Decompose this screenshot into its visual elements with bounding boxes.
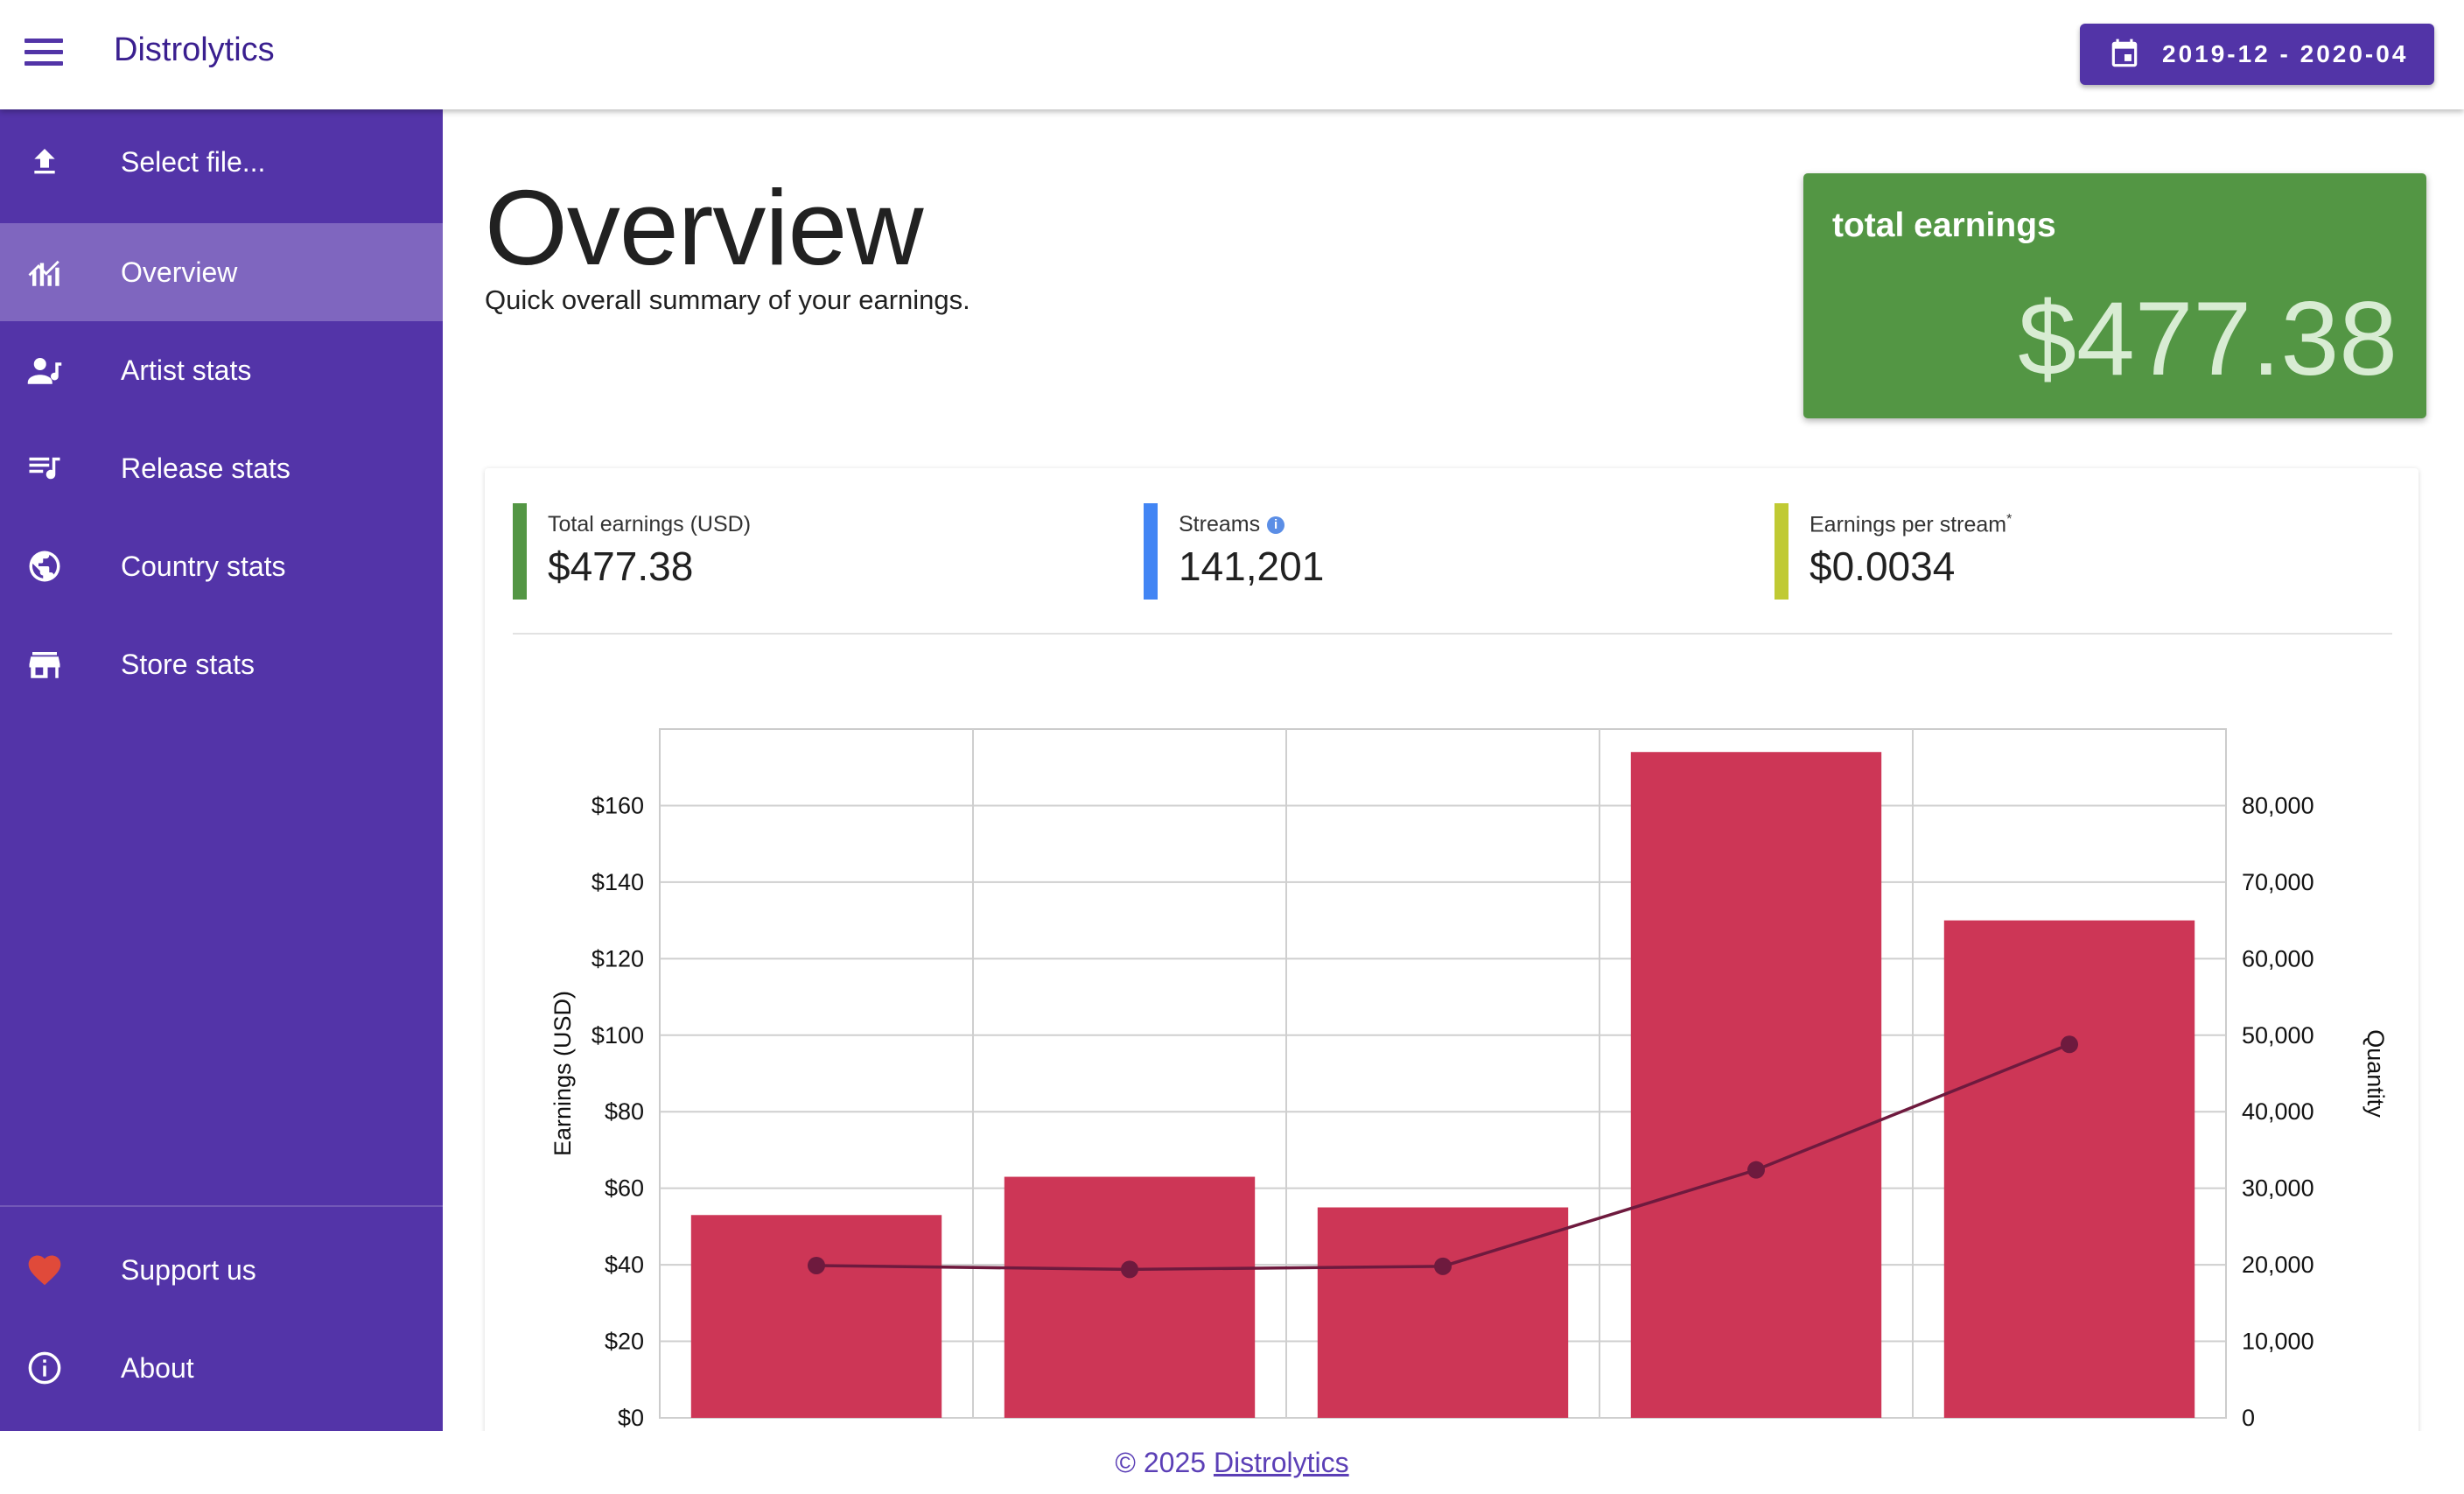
y-tick-label: $140 — [592, 869, 644, 895]
y2-tick-label: 30,000 — [2242, 1175, 2314, 1202]
sidebar-item-label: About — [121, 1351, 194, 1384]
y2-tick-label: 50,000 — [2242, 1022, 2314, 1049]
y-tick-label: $40 — [605, 1252, 644, 1278]
chart-bar — [690, 1215, 942, 1418]
stat-label-row: Streams i — [1179, 512, 1285, 537]
earnings-chart: $0 $20 $40 $60 $80 $100 $120 $140 $160 0 10,000 20,… — [550, 728, 2389, 1431]
chart-icon — [24, 252, 65, 292]
chart-bar — [1004, 1176, 1256, 1418]
y-tick-label: $100 — [592, 1022, 644, 1049]
stat-value: $477.38 — [548, 544, 694, 589]
playlist-icon — [24, 448, 65, 488]
sidebar-item-label: Overview — [121, 256, 238, 288]
stats-card: Total earnings (USD) $477.38 Streams i 14… — [485, 468, 2418, 1431]
y-tick-label: $120 — [592, 945, 644, 971]
stat-label: Earnings per stream — [1810, 512, 2007, 537]
stat-color-bar — [1144, 503, 1158, 600]
top-app-bar: Distrolytics 2019-12 - 2020-04 — [0, 0, 2464, 109]
total-earnings-card: total earnings $477.38 — [1803, 173, 2426, 418]
sidebar-item-overview[interactable]: Overview — [0, 223, 443, 321]
sidebar-item-label: Store stats — [121, 648, 255, 680]
y-tick-label: $80 — [605, 1098, 644, 1125]
chart-point — [808, 1256, 825, 1274]
stat-label: Streams — [1179, 512, 1261, 537]
sidebar-item-label: Artist stats — [121, 354, 252, 386]
total-earnings-value: $477.38 — [2018, 280, 2398, 397]
sidebar-item-release-stats[interactable]: Release stats — [0, 419, 443, 517]
stat-label: Total earnings (USD) — [548, 512, 752, 537]
sidebar-item-country-stats[interactable]: Country stats — [0, 517, 443, 615]
stat-color-bar — [513, 503, 527, 600]
sidebar-item-select-file[interactable]: Select file... — [0, 113, 443, 211]
sidebar-item-label: Select file... — [121, 145, 266, 178]
heart-icon — [24, 1250, 65, 1290]
globe-icon — [24, 546, 65, 586]
y-tick-label: $20 — [605, 1329, 644, 1355]
stat-label-row: Earnings per stream* — [1810, 512, 2012, 537]
y2-tick-label: 70,000 — [2242, 869, 2314, 895]
chart-point — [2061, 1035, 2078, 1054]
footnote-marker: * — [2006, 512, 2012, 527]
footer: © 2025 Distrolytics — [0, 1431, 2464, 1488]
card-divider — [513, 633, 2392, 635]
y2-tick-label: 10,000 — [2242, 1329, 2314, 1355]
y2-tick-label: 40,000 — [2242, 1098, 2314, 1125]
date-range-button[interactable]: 2019-12 - 2020-04 — [2080, 24, 2434, 85]
chart-bar — [1943, 920, 2195, 1418]
y-axis-title: Earnings (USD) — [550, 991, 576, 1156]
total-earnings-label: total earnings — [1832, 207, 2056, 244]
sidebar-item-artist-stats[interactable]: Artist stats — [0, 321, 443, 419]
chart-bar — [1317, 1207, 1569, 1418]
sidebar-item-support-us[interactable]: Support us — [0, 1221, 443, 1319]
page-title: Overview — [485, 168, 923, 287]
sidebar-divider — [0, 1205, 443, 1207]
y2-axis-title: Quantity — [2362, 1029, 2389, 1118]
sidebar-item-label: Support us — [121, 1253, 256, 1286]
calendar-icon — [2111, 39, 2138, 67]
chart-point — [1747, 1161, 1765, 1179]
footer-link[interactable]: Distrolytics — [1213, 1447, 1349, 1478]
sidebar-item-about[interactable]: About — [0, 1319, 443, 1417]
y-tick-label: $0 — [618, 1405, 644, 1431]
chart-point — [1434, 1257, 1452, 1275]
main-content: Overview Quick overall summary of your e… — [443, 109, 2464, 1431]
sidebar-item-label: Country stats — [121, 550, 286, 582]
app-title: Distrolytics — [114, 32, 275, 68]
y2-tick-label: 0 — [2242, 1405, 2255, 1431]
upload-icon — [24, 142, 65, 182]
y-tick-label: $160 — [592, 792, 644, 818]
artist-icon — [24, 350, 65, 390]
y2-tick-label: 20,000 — [2242, 1252, 2314, 1278]
info-icon[interactable]: i — [1267, 516, 1285, 535]
sidebar: Select file... Overview Artist stats Rel… — [0, 109, 443, 1431]
date-range-label: 2019-12 - 2020-04 — [2162, 40, 2409, 67]
chart-bar — [1630, 752, 1882, 1418]
footer-copyright: © 2025 — [1115, 1447, 1214, 1478]
page-subtitle: Quick overall summary of your earnings. — [485, 284, 970, 315]
sidebar-item-label: Release stats — [121, 452, 290, 484]
chart-point — [1121, 1260, 1138, 1279]
stat-value: $0.0034 — [1810, 544, 1956, 589]
sidebar-item-store-stats[interactable]: Store stats — [0, 615, 443, 713]
y2-tick-label: 80,000 — [2242, 792, 2314, 818]
menu-icon[interactable] — [24, 39, 63, 72]
y2-tick-label: 60,000 — [2242, 945, 2314, 971]
y-tick-label: $60 — [605, 1175, 644, 1202]
stat-value: 141,201 — [1179, 544, 1325, 589]
stat-color-bar — [1774, 503, 1788, 600]
store-icon — [24, 644, 65, 684]
info-icon — [24, 1348, 65, 1388]
